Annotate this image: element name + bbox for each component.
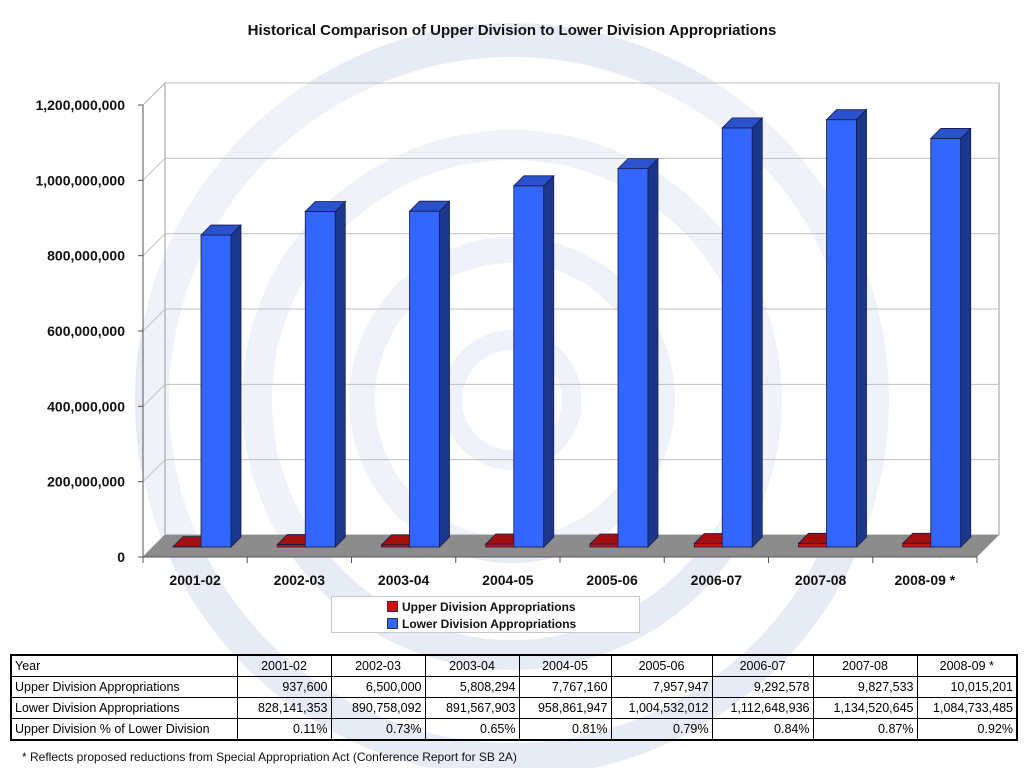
gridline-side: [142, 308, 166, 332]
table-header-cell: 2002-03: [330, 654, 426, 677]
x-tick-label: 2008-09 *: [895, 572, 956, 588]
chart-title: Historical Comparison of Upper Division …: [247, 22, 777, 39]
table-cell: 9,827,533: [812, 676, 918, 698]
gridline-side: [142, 82, 166, 106]
y-tick-label: 600,000,000: [47, 323, 125, 339]
bar-lower-division: [929, 127, 972, 548]
legend-swatch-lower: [387, 618, 398, 629]
x-tick-label: 2007-08: [795, 572, 847, 588]
table-header-row: Year 2001-02 2002-03 2003-04 2004-05 200…: [10, 654, 1018, 677]
x-tick-label: 2005-06: [586, 572, 638, 588]
legend-label-lower: Lower Division Appropriations: [402, 617, 577, 631]
table-row: Lower Division Appropriations 828,141,35…: [10, 697, 1018, 719]
bar-lower-division: [617, 157, 659, 548]
table-cell: 958,861,947: [518, 697, 612, 719]
table-header-cell: 2005-06: [610, 654, 713, 677]
table-header-cell: 2004-05: [518, 654, 612, 677]
bar-lower-division: [408, 200, 451, 548]
x-tick-label: 2003-04: [378, 572, 430, 588]
table-header-cell: 2007-08: [812, 654, 918, 677]
table-row-label: Lower Division Appropriations: [10, 697, 238, 719]
x-tick-label: 2004-05: [482, 572, 534, 588]
legend-label-upper: Upper Division Appropriations: [402, 600, 576, 614]
table-header-cell: 2001-02: [236, 654, 332, 677]
table-row-label: Upper Division Appropriations: [10, 676, 238, 698]
gridline-side: [142, 459, 166, 483]
table-header-cell: 2003-04: [424, 654, 520, 677]
x-tick-label: 2001-02: [169, 572, 221, 588]
legend-swatch-upper: [387, 601, 398, 612]
table-cell: 1,084,733,485: [916, 697, 1018, 719]
bar-lower-division: [825, 108, 868, 548]
footnote: * Reflects proposed reductions from Spec…: [22, 750, 517, 764]
bar-chart: 0 200,000,000 400,000,000 600,000,000 800,00…: [35, 81, 1000, 588]
table-cell: 0.84%: [711, 718, 814, 741]
y-tick-label: 0: [117, 549, 125, 565]
table-cell: 1,004,532,012: [610, 697, 713, 719]
table-cell: 7,767,160: [518, 676, 612, 698]
table-cell: 0.79%: [610, 718, 713, 741]
table-header-cell: 2006-07: [711, 654, 814, 677]
table-cell: 10,015,201: [916, 676, 1018, 698]
table-cell: 0.65%: [424, 718, 520, 741]
table-cell: 0.73%: [330, 718, 426, 741]
table-row-label: Upper Division % of Lower Division: [10, 718, 238, 741]
data-table: Year 2001-02 2002-03 2003-04 2004-05 200…: [10, 654, 1018, 741]
table-cell: 0.11%: [236, 718, 332, 741]
gridline-side: [142, 233, 166, 257]
y-tick-label: 800,000,000: [47, 248, 125, 264]
bar-lower-division: [304, 200, 347, 548]
table-cell: 1,134,520,645: [812, 697, 918, 719]
table-cell: 0.81%: [518, 718, 612, 741]
table-cell: 6,500,000: [330, 676, 426, 698]
table-cell: 937,600: [236, 676, 332, 698]
x-tick-label: 2002-03: [274, 572, 326, 588]
y-tick-label: 1,000,000,000: [35, 172, 125, 188]
table-cell: 891,567,903: [424, 697, 520, 719]
gridline-side: [142, 157, 166, 181]
table-header-cell: 2008-09 *: [916, 654, 1018, 677]
bar-lower-division: [200, 224, 242, 548]
legend-item-lower: Lower Division Appropriations: [387, 616, 576, 632]
table-header-cell: Year: [10, 654, 238, 677]
gridline-side: [142, 383, 166, 407]
table-row: Upper Division Appropriations 937,600 6,…: [10, 676, 1018, 698]
table-cell: 9,292,578: [711, 676, 814, 698]
table-cell: 828,141,353: [236, 697, 332, 719]
table-row: Upper Division % of Lower Division 0.11%…: [10, 718, 1018, 741]
bar-lower-division: [721, 116, 764, 548]
legend-item-upper: Upper Division Appropriations: [387, 599, 576, 615]
table-cell: 5,808,294: [424, 676, 520, 698]
chart-legend: Upper Division Appropriations Lower Divi…: [331, 596, 640, 633]
table-cell: 0.87%: [812, 718, 918, 741]
bar-lower-division: [512, 174, 555, 548]
chart-floor: [143, 535, 999, 557]
y-tick-label: 400,000,000: [47, 398, 125, 414]
table-cell: 7,957,947: [610, 676, 713, 698]
table-cell: 0.92%: [916, 718, 1018, 741]
y-tick-label: 200,000,000: [47, 474, 125, 490]
y-tick-label: 1,200,000,000: [35, 97, 125, 113]
table-cell: 890,758,092: [330, 697, 426, 719]
table-cell: 1,112,648,936: [711, 697, 814, 719]
x-tick-label: 2006-07: [691, 572, 743, 588]
